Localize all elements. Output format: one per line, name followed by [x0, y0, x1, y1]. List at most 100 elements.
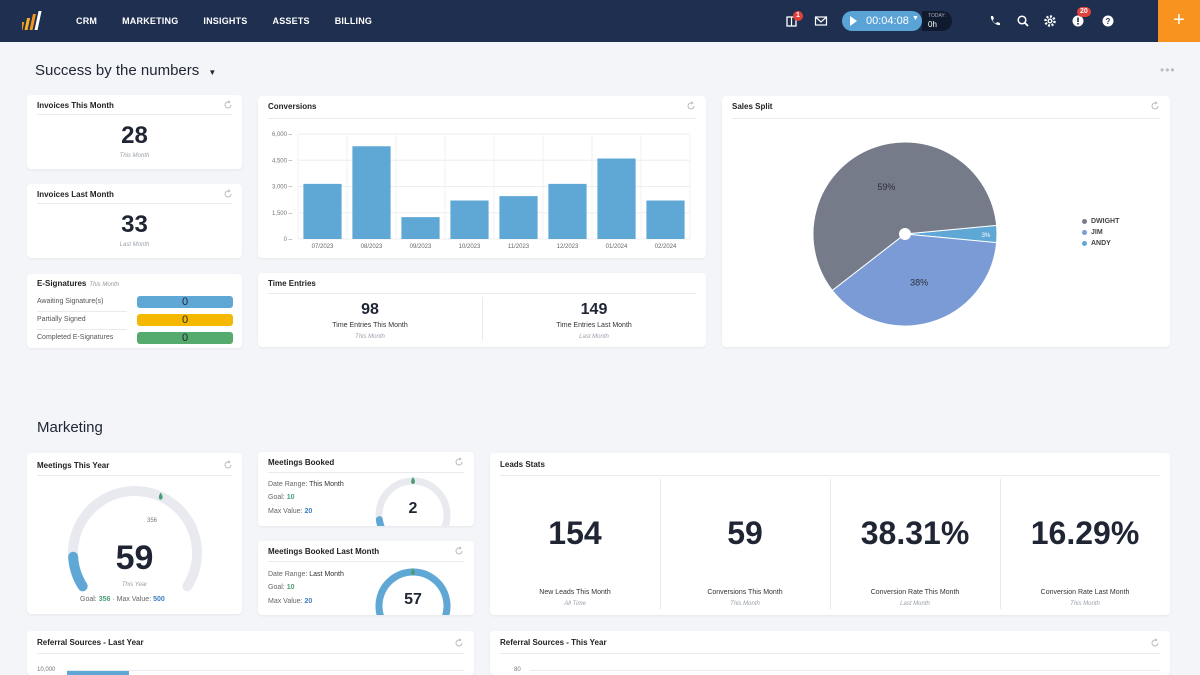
- pie-slice-jim: [831, 233, 998, 327]
- x-tick-label: 10/2023: [459, 244, 481, 250]
- meetings-year-goal: Goal: 356 · Max Value: 500: [80, 596, 165, 603]
- leads-stats-card: Leads Stats 154 New Leads This Month All…: [490, 453, 1170, 615]
- stat-label: Conversion Rate Last Month: [1040, 589, 1130, 596]
- refresh-icon[interactable]: [454, 546, 464, 556]
- sales-split-card: Sales Split 3% 38% 59% DWIGHT JIM ANDY: [722, 96, 1170, 347]
- caption: This Month: [119, 153, 150, 159]
- meetings-last-gauge: [375, 568, 451, 615]
- stat-caption: This Month: [355, 334, 385, 340]
- meetings-year-gauge-track: [68, 486, 202, 592]
- search-icon[interactable]: [1016, 14, 1030, 28]
- goal-label: Goal:: [268, 494, 285, 501]
- meetings-year-gauge: [68, 486, 202, 592]
- referral-bar: [67, 671, 129, 675]
- leads-stat-rate-last-month: 16.29% Conversion Rate Last Month This M…: [1000, 453, 1170, 615]
- nav-marketing[interactable]: MARKETING: [122, 16, 179, 26]
- bar-10/2023: [450, 200, 489, 239]
- refresh-icon[interactable]: [1150, 638, 1160, 648]
- meetings-booked-gauge: [375, 477, 451, 526]
- legend-dot: [1082, 240, 1087, 246]
- legend-label: ANDY: [1091, 240, 1111, 247]
- esig-row[interactable]: Completed E-Signatures 0: [37, 331, 243, 345]
- meetings-booked-value: 2: [408, 500, 418, 517]
- stat-value: 59: [727, 515, 763, 551]
- x-tick-label: 09/2023: [410, 244, 432, 250]
- meetings-last-goal: Goal: 10: [268, 584, 294, 591]
- meetings-booked-range: Date Range: This Month: [268, 481, 344, 488]
- esig-row[interactable]: Partially Signed 0: [37, 313, 243, 327]
- time-entries-card: Time Entries 98 Time Entries This Month …: [258, 273, 706, 347]
- divider: [268, 561, 464, 562]
- inbox-badge: 1: [793, 11, 803, 21]
- stat-label: Conversions This Month: [707, 589, 783, 596]
- app-logo-icon[interactable]: [22, 9, 46, 33]
- nav-billing[interactable]: BILLING: [334, 16, 373, 26]
- gridline: [530, 670, 1160, 671]
- inbox-icon[interactable]: [786, 14, 800, 28]
- refresh-icon[interactable]: [223, 100, 233, 110]
- y-tick-label: 6,000 –: [272, 132, 293, 138]
- legend-andy[interactable]: ANDY: [1082, 240, 1111, 247]
- leads-stat-rate-this-month: 38.31% Conversion Rate This Month Last M…: [830, 453, 1000, 615]
- gear-icon[interactable]: [1043, 14, 1057, 28]
- timer-value: 00:04:08: [866, 15, 909, 27]
- phone-icon[interactable]: [988, 14, 1002, 28]
- nav-insights[interactable]: INSIGHTS: [203, 16, 248, 26]
- max-label: Max Value:: [268, 598, 303, 605]
- sales-split-pie: 3% 38% 59%: [812, 141, 998, 327]
- timer-button[interactable]: 00:04:08 ▼: [842, 11, 922, 31]
- caret-down-icon: ▼: [208, 68, 217, 77]
- x-tick-label: 01/2024: [606, 244, 628, 250]
- stat-value: 149: [580, 301, 608, 318]
- meetings-last-range: Date Range: Last Month: [268, 571, 344, 578]
- stat-value: 16.29%: [1030, 515, 1140, 551]
- divider: [268, 293, 696, 294]
- x-tick-label: 08/2023: [361, 244, 383, 250]
- invoices-this-month-value: 28: [121, 122, 148, 149]
- divider: [37, 203, 232, 204]
- more-options-icon[interactable]: •••: [1160, 63, 1176, 77]
- add-button[interactable]: +: [1158, 0, 1200, 42]
- leads-stat-conversions: 59 Conversions This Month This Month: [660, 453, 830, 615]
- x-tick-label: 07/2023: [312, 244, 334, 250]
- legend-jim[interactable]: JIM: [1082, 229, 1103, 236]
- nav-assets[interactable]: ASSETS: [272, 16, 310, 26]
- nav-crm[interactable]: CRM: [76, 16, 98, 26]
- meetings-year-value: 59: [115, 539, 154, 577]
- card-title: Invoices Last Month: [37, 190, 114, 199]
- stat-caption: All Time: [564, 601, 586, 607]
- x-tick-label: 12/2023: [557, 244, 579, 250]
- leads-stat-new-leads: 154 New Leads This Month All Time: [490, 453, 660, 615]
- meetings-last-gauge-goal-marker: [411, 568, 415, 575]
- esig-row-value: 0: [137, 314, 233, 326]
- max-label: Max Value:: [268, 508, 303, 515]
- stat-label: Time Entries This Month: [332, 322, 408, 329]
- help-icon[interactable]: ?: [1101, 14, 1115, 28]
- refresh-icon[interactable]: [454, 457, 464, 467]
- legend-label: JIM: [1091, 229, 1103, 236]
- y-tick-label: 10,000: [37, 667, 56, 673]
- section-title-success[interactable]: Success by the numbers ▼: [35, 62, 216, 79]
- y-tick-label: 3,000 –: [272, 185, 293, 191]
- meetings-booked-max: Max Value: 20: [268, 508, 312, 515]
- pie-slice-dwight: [812, 141, 998, 292]
- legend-dwight[interactable]: DWIGHT: [1082, 218, 1119, 225]
- max-label: Max Value:: [116, 596, 152, 603]
- divider: [482, 297, 483, 341]
- refresh-icon[interactable]: [454, 638, 464, 648]
- refresh-icon[interactable]: [223, 189, 233, 199]
- meetings-booked-card: Meetings Booked Date Range: This Month G…: [258, 452, 474, 526]
- refresh-icon[interactable]: [223, 460, 233, 470]
- y-tick-label: 80: [514, 667, 521, 673]
- card-title: Leads Stats: [500, 460, 545, 469]
- refresh-icon[interactable]: [1150, 101, 1160, 111]
- stat-caption: This Month: [730, 601, 760, 607]
- divider: [500, 475, 1160, 476]
- stat-label: Time Entries Last Month: [556, 322, 632, 329]
- today-total: TODAY: 0h: [922, 11, 952, 31]
- esig-row[interactable]: Awaiting Signature(s) 0: [37, 295, 243, 309]
- refresh-icon[interactable]: [686, 101, 696, 111]
- mail-icon[interactable]: [814, 14, 828, 28]
- divider: [1000, 479, 1001, 609]
- alert-icon[interactable]: [1071, 14, 1085, 28]
